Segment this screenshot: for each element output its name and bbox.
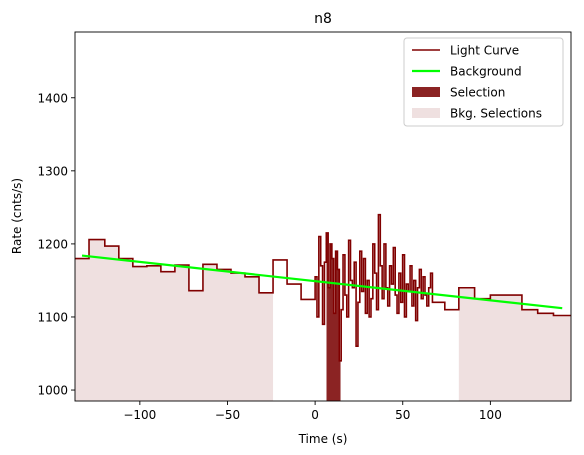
x-axis-label: Time (s) [298,432,348,446]
legend-swatch [412,108,440,118]
y-tick-label: 1400 [37,91,68,105]
legend-label: Background [450,65,522,79]
x-tick-label: 50 [395,408,410,422]
legend-label: Light Curve [450,44,519,58]
legend-box [403,37,564,127]
bkg-selection-region-1 [458,287,571,401]
plot-area [75,213,571,401]
x-tick-label: −50 [215,408,240,422]
legend-label: Bkg. Selections [450,107,542,121]
axes: −100 −50 0 50 100 1000 1100 1200 1300 1400 [37,31,572,422]
y-axis-label: Rate (cnts/s) [10,178,24,254]
x-tick-label: 0 [311,408,319,422]
legend-label: Selection [450,86,505,100]
light-curve-line [75,213,571,362]
background-line [81,254,563,310]
legend: Light Curve Background Selection Bkg. Selec… [403,37,564,127]
axes-frame [74,31,572,402]
x-tick-label: −100 [123,408,156,422]
legend-swatch [412,87,440,97]
y-tick-label: 1100 [37,310,68,324]
chart-title: n8 [314,11,332,27]
y-tick-label: 1000 [37,384,68,398]
y-tick-label: 1300 [37,164,68,178]
x-tick-label: 100 [479,408,502,422]
y-tick-label: 1200 [37,237,68,251]
bkg-selection-region-0 [75,239,274,401]
